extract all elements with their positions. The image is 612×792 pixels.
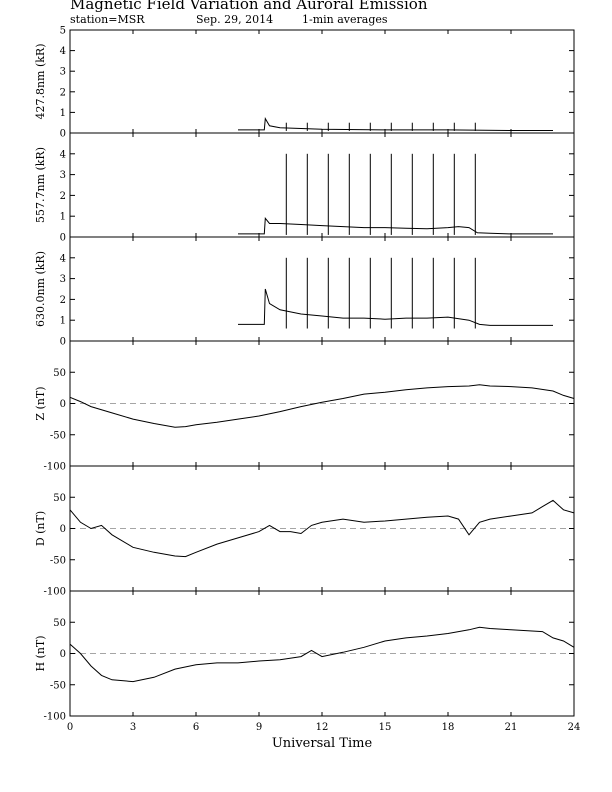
x-tick-label: 18 <box>442 722 455 733</box>
series-line <box>69 384 575 428</box>
y-tick-label: 2 <box>60 87 66 98</box>
series-line <box>69 499 575 558</box>
date-label: Sep. 29, 2014 <box>196 13 274 26</box>
y-tick-label: 0 <box>60 129 66 140</box>
y-tick-label: 5 <box>60 26 66 37</box>
series-line <box>238 116 553 131</box>
x-tick-label: 24 <box>568 722 581 733</box>
y-tick-label: 4 <box>60 253 66 264</box>
chart-title: Magnetic Field Variation and Auroral Emi… <box>70 0 428 13</box>
y-tick-label: 0 <box>60 337 66 348</box>
y-tick-label: 50 <box>53 368 66 379</box>
panel-frame <box>69 29 575 134</box>
y-tick-label: -50 <box>50 680 66 691</box>
x-tick-label: 3 <box>130 722 136 733</box>
y-tick-label: 3 <box>60 67 66 78</box>
x-tick-label: 9 <box>256 722 262 733</box>
y-tick-label: -50 <box>50 430 66 441</box>
y-tick-label: -100 <box>44 462 66 473</box>
panel-frame <box>69 132 575 238</box>
y-tick-label: 50 <box>53 493 66 504</box>
y-axis-label: H (nT) <box>34 635 47 671</box>
y-tick-label: 0 <box>60 649 66 660</box>
y-tick-label: 4 <box>60 46 66 57</box>
y-tick-label: 2 <box>60 191 66 202</box>
y-tick-label: 50 <box>53 618 66 629</box>
y-axis-label: Z (nT) <box>34 386 47 420</box>
y-axis-label: 557.7nm (kR) <box>34 147 47 223</box>
station-label: station=MSR <box>70 13 145 26</box>
y-axis-label: 630.0nm (kR) <box>34 251 47 327</box>
x-tick-label: 12 <box>316 722 329 733</box>
series-line <box>69 626 575 683</box>
averaging-label: 1-min averages <box>302 13 388 26</box>
y-tick-label: 0 <box>60 233 66 244</box>
x-axis-label: Universal Time <box>272 736 373 751</box>
y-tick-label: 0 <box>60 524 66 535</box>
x-tick-label: 15 <box>379 722 392 733</box>
y-tick-label: 1 <box>60 316 66 327</box>
y-tick-label: -100 <box>44 587 66 598</box>
x-tick-label: 0 <box>67 722 73 733</box>
y-tick-label: 4 <box>60 149 66 160</box>
y-tick-label: 0 <box>60 399 66 410</box>
y-axis-label: D (nT) <box>34 511 47 546</box>
y-tick-label: -100 <box>44 712 66 723</box>
series-line <box>238 216 553 235</box>
y-axis-label: 427.8nm (kR) <box>34 43 47 119</box>
series-line <box>238 288 553 326</box>
y-tick-label: -50 <box>50 555 66 566</box>
y-tick-label: 3 <box>60 274 66 285</box>
y-tick-label: 1 <box>60 212 66 223</box>
x-tick-label: 21 <box>505 722 518 733</box>
y-tick-label: 3 <box>60 170 66 181</box>
y-tick-label: 1 <box>60 108 66 119</box>
y-tick-label: 2 <box>60 295 66 306</box>
x-tick-label: 6 <box>193 722 199 733</box>
